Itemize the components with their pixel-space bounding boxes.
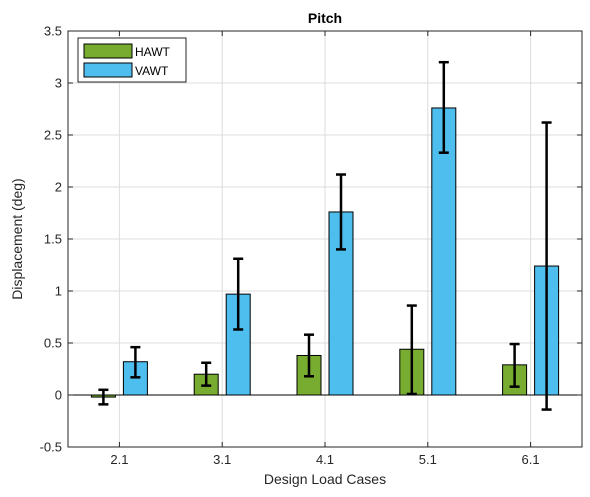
legend: HAWT VAWT bbox=[77, 37, 187, 83]
x-tick-label: 5.1 bbox=[419, 452, 437, 467]
legend-swatch-hawt bbox=[83, 43, 133, 59]
y-tick-label: 3 bbox=[55, 76, 62, 91]
y-tick-label: 2.5 bbox=[44, 128, 62, 143]
x-axis-label: Design Load Cases bbox=[264, 471, 386, 487]
y-tick-label: 0.5 bbox=[44, 336, 62, 351]
y-tick-label: 3.5 bbox=[44, 24, 62, 39]
error-bars bbox=[98, 60, 552, 411]
legend-swatch-vawt bbox=[83, 62, 133, 78]
legend-label-hawt: HAWT bbox=[135, 45, 171, 59]
y-axis-ticks: -0.5 0 0.5 1 1.5 2 2.5 3 3.5 bbox=[40, 24, 582, 455]
legend-label-vawt: VAWT bbox=[135, 64, 169, 78]
y-axis-label: Displacement (deg) bbox=[9, 178, 25, 299]
y-tick-label: -0.5 bbox=[40, 440, 62, 455]
grid-lines bbox=[68, 30, 582, 448]
x-tick-label: 3.1 bbox=[213, 452, 231, 467]
x-axis-ticks: 2.1 3.1 4.1 5.1 6.1 bbox=[110, 31, 540, 467]
y-tick-label: 0 bbox=[55, 388, 62, 403]
chart-title: Pitch bbox=[308, 10, 342, 26]
x-tick-label: 6.1 bbox=[522, 452, 540, 467]
bar-vawt-5.1 bbox=[431, 107, 457, 396]
y-tick-label: 1.5 bbox=[44, 232, 62, 247]
x-tick-label: 4.1 bbox=[316, 452, 334, 467]
y-tick-label: 1 bbox=[55, 284, 62, 299]
y-tick-label: 2 bbox=[55, 180, 62, 195]
x-tick-label: 2.1 bbox=[110, 452, 128, 467]
